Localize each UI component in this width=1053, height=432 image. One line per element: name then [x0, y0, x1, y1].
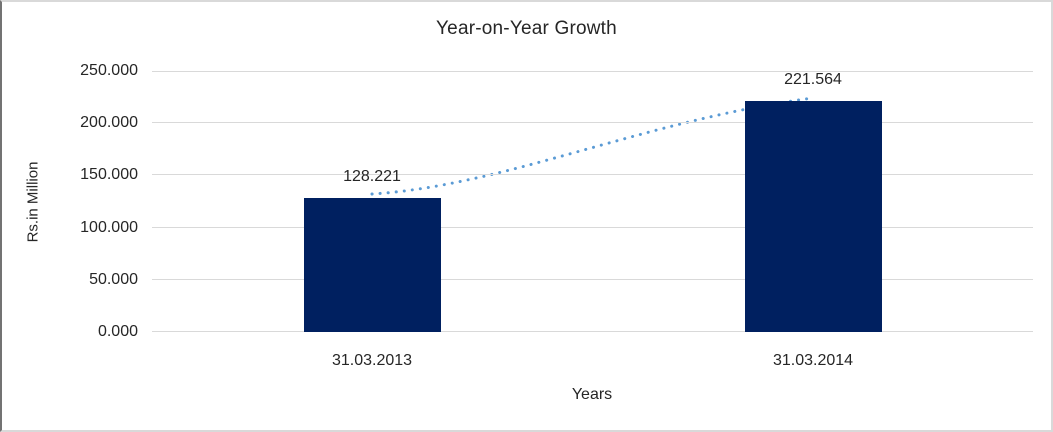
gridline: [152, 122, 1033, 123]
x-axis-title: Years: [571, 386, 613, 403]
x-category-label: 31.03.2014: [772, 352, 854, 369]
y-tick-label: 50.000: [89, 271, 138, 288]
gridline: [152, 279, 1033, 280]
y-tick-label: 0.000: [97, 323, 138, 340]
y-tick-label: 200.000: [80, 114, 138, 131]
x-category-label: 31.03.2013: [331, 352, 413, 369]
bar-value-label: 221.564: [784, 71, 842, 88]
plot-area: [152, 71, 1033, 332]
bar-31.03.2013[interactable]: [303, 198, 441, 332]
y-axis-title: Rs.in Million: [24, 161, 42, 243]
gridline: [152, 71, 1033, 72]
y-tick-label: 150.000: [80, 166, 138, 183]
trendline: [370, 96, 815, 196]
y-tick-label: 100.000: [80, 219, 138, 236]
bar-value-label: 128.221: [343, 168, 401, 185]
y-tick-label: 250.000: [80, 62, 138, 79]
bar-31.03.2014[interactable]: [744, 101, 882, 332]
gridline: [152, 227, 1033, 228]
gridline: [152, 331, 1033, 332]
gridline: [152, 174, 1033, 175]
chart-title: Year-on-Year Growth: [436, 18, 617, 39]
